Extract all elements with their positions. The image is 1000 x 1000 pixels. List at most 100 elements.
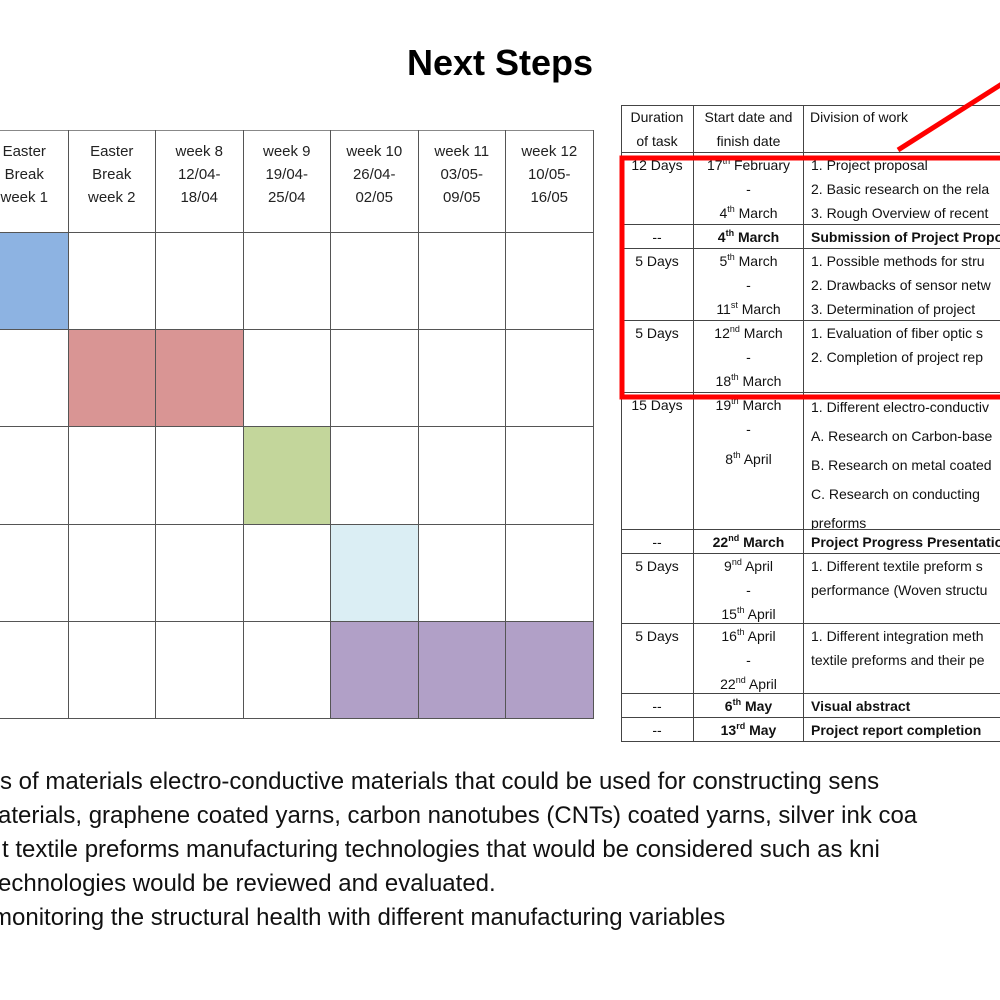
body-line: monitoring the structural health with di… bbox=[0, 904, 726, 931]
gantt-cell bbox=[0, 524, 69, 622]
work-cell: 1. Different integration meth textile pre… bbox=[804, 624, 1000, 694]
date-text: 9nd April bbox=[724, 557, 773, 575]
dates-cell: 9nd April - 15th April bbox=[694, 554, 804, 624]
gantt-cell bbox=[506, 524, 594, 622]
work-text: preforms bbox=[811, 515, 867, 530]
dates-cell: 22nd March bbox=[694, 530, 804, 554]
table-header-cell: Division of work bbox=[804, 105, 1000, 153]
gantt-cell bbox=[68, 621, 156, 719]
gantt-cell bbox=[506, 233, 594, 331]
duration-cell: -- bbox=[621, 718, 694, 742]
gantt-cell bbox=[0, 427, 69, 525]
gantt-header-text: week 2 bbox=[87, 189, 136, 206]
date-text: 8th April bbox=[725, 450, 772, 468]
work-text: C. Research on conducting bbox=[811, 486, 980, 502]
gantt-header-text: Break bbox=[92, 166, 132, 183]
gantt-cell bbox=[418, 233, 506, 331]
body-line: s of materials electro-conductive materi… bbox=[0, 768, 880, 795]
gantt-header-text: week 1 bbox=[0, 189, 49, 206]
table-header-text: Duration bbox=[630, 109, 684, 125]
gantt-bar bbox=[506, 621, 594, 719]
gantt-header-cell: week 11 03/05- 09/05 bbox=[418, 130, 506, 233]
table-top-border bbox=[621, 105, 1000, 106]
gantt-cell bbox=[156, 524, 244, 622]
gantt-cell bbox=[243, 621, 331, 719]
gantt-cell bbox=[68, 427, 156, 525]
gantt-header-text: 09/05 bbox=[442, 189, 481, 206]
gantt-bar bbox=[243, 427, 331, 525]
work-cell: 1. Different textile preform s performanc… bbox=[804, 554, 1000, 624]
date-text: 22nd March bbox=[712, 533, 785, 551]
gantt-cell bbox=[331, 427, 419, 525]
work-text: A. Research on Carbon-base bbox=[811, 428, 993, 444]
gantt-header-cell: week 9 19/04- 25/04 bbox=[243, 130, 331, 233]
table-header-text: Division of work bbox=[810, 109, 909, 125]
gantt-header-text: Easter bbox=[90, 143, 134, 160]
gantt-cell bbox=[0, 621, 69, 719]
dates-cell: 13rd May bbox=[694, 718, 804, 742]
gantt-header-cell: week 10 26/04- 02/05 bbox=[331, 130, 419, 233]
gantt-bar bbox=[156, 330, 244, 428]
gantt-cell bbox=[418, 330, 506, 428]
table-header-text: finish date bbox=[716, 133, 781, 149]
duration-cell: 5 Days bbox=[621, 554, 694, 624]
work-text: Project report completion bbox=[811, 722, 982, 738]
work-cell: Visual abstract bbox=[804, 694, 1000, 718]
gantt-bar bbox=[331, 621, 419, 719]
work-text: Visual abstract bbox=[811, 698, 911, 714]
body-line: echnologies would be reviewed and evalua… bbox=[0, 870, 496, 897]
gantt-bar bbox=[0, 233, 69, 331]
dates-cell: 16th April - 22nd April bbox=[694, 624, 804, 694]
table-header-text: Start date and bbox=[704, 109, 793, 125]
gantt-header-cell: week 8 12/04- 18/04 bbox=[156, 130, 244, 233]
work-text: B. Research on metal coated bbox=[811, 457, 992, 473]
dates-cell: 19th March - 8th April bbox=[694, 393, 804, 530]
gantt-header-text: week 11 bbox=[434, 143, 490, 160]
gantt-header-text: 12/04- bbox=[177, 166, 221, 183]
date-text: 16th April bbox=[721, 627, 776, 645]
duration-cell: -- bbox=[621, 530, 694, 554]
gantt-cell bbox=[0, 330, 69, 428]
date-text: - bbox=[746, 582, 751, 598]
work-cell: 1. Different electro-conductiv A. Researc… bbox=[804, 393, 1000, 530]
work-text: 1. Different electro-conductiv bbox=[811, 399, 989, 415]
gantt-cell bbox=[68, 524, 156, 622]
gantt-chart: Easter Break week 1 Easter Break week 2 week 8… bbox=[0, 0, 600, 730]
work-text: textile preforms and their pe bbox=[811, 652, 985, 668]
gantt-header-text: week 8 bbox=[175, 143, 224, 160]
gantt-bar bbox=[68, 330, 156, 428]
duration-cell: 5 Days bbox=[621, 624, 694, 694]
gantt-bar bbox=[331, 524, 419, 622]
table-header-cell: Duration of task bbox=[621, 105, 694, 153]
date-text: 22nd April bbox=[720, 675, 777, 693]
gantt-cell bbox=[243, 233, 331, 331]
date-text: 13rd May bbox=[720, 721, 777, 739]
date-text: 15th April bbox=[721, 605, 776, 623]
gantt-cell bbox=[243, 524, 331, 622]
gantt-cell bbox=[156, 621, 244, 719]
date-text: - bbox=[746, 421, 751, 437]
table-header-text: of task bbox=[636, 133, 678, 149]
work-text: Project Progress Presentatio bbox=[811, 534, 1000, 550]
body-line: t textile preforms manufacturing technol… bbox=[2, 836, 880, 863]
gantt-header-text: 26/04- bbox=[352, 166, 396, 183]
gantt-cell bbox=[156, 233, 244, 331]
duration-cell: -- bbox=[621, 694, 694, 718]
table-left-border bbox=[621, 105, 622, 742]
gantt-header-text: 16/05 bbox=[530, 189, 569, 206]
date-text: 6th May bbox=[724, 697, 773, 715]
gantt-header-text: 10/05- bbox=[527, 166, 571, 183]
gantt-cell bbox=[156, 427, 244, 525]
gantt-cell bbox=[243, 330, 331, 428]
gantt-cell bbox=[418, 524, 506, 622]
gantt-bar bbox=[418, 621, 506, 719]
work-cell: Project Progress Presentatio bbox=[804, 530, 1000, 554]
table-header-cell: Start date and finish date bbox=[694, 105, 804, 153]
slide-title: Next Steps bbox=[406, 42, 594, 83]
gantt-header-text: 18/04 bbox=[180, 189, 219, 206]
gantt-cell bbox=[331, 330, 419, 428]
gantt-cell bbox=[506, 427, 594, 525]
date-text: - bbox=[746, 652, 751, 668]
